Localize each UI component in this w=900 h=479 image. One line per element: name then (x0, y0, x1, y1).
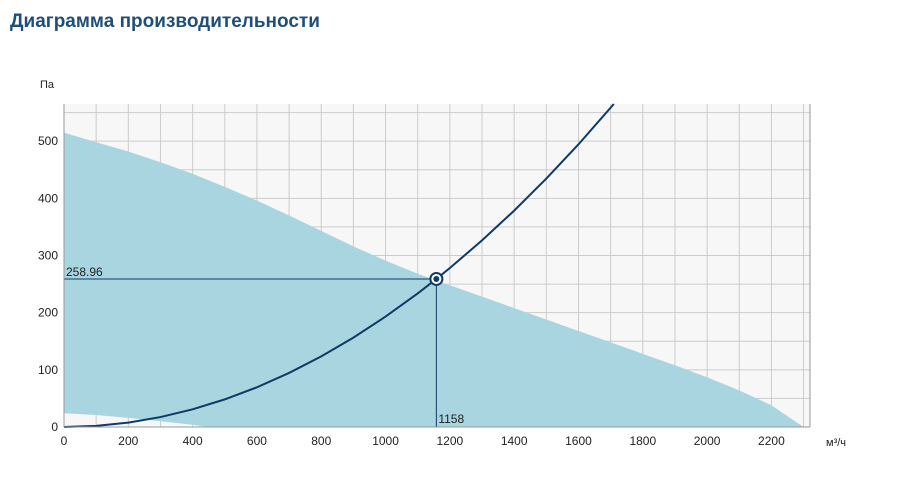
x-tick-label: 800 (311, 434, 331, 448)
operating-point-airflow-label: 1158 (438, 412, 464, 426)
x-tick-label: 1600 (565, 434, 592, 448)
tick-labels: 0 200 400 600 800 1000 1200 1400 1600 1800 2000 220… (38, 134, 785, 448)
operating-point-marker (429, 271, 444, 286)
x-tick-label: 1200 (437, 434, 464, 448)
y-axis-unit: Па (40, 79, 55, 91)
operating-point-dot (433, 275, 440, 282)
system-curve (63, 103, 615, 428)
operating-point-guides (64, 278, 437, 427)
y-tick-label: 500 (38, 134, 58, 148)
axes (63, 104, 811, 428)
y-tick-label: 400 (38, 191, 58, 205)
y-tick-label: 200 (38, 306, 58, 320)
page-title: Диаграмма производительности (10, 11, 320, 32)
operating-point-pressure-label: 258.96 (66, 265, 103, 279)
x-tick-label: 1000 (372, 434, 399, 448)
x-tick-label: 0 (61, 434, 68, 448)
x-tick-label: 1800 (629, 434, 656, 448)
x-tick-label: 600 (247, 434, 267, 448)
x-tick-label: 400 (183, 434, 203, 448)
x-tick-label: 1400 (501, 434, 528, 448)
y-tick-label: 300 (38, 248, 58, 262)
x-tick-label: 2200 (758, 434, 785, 448)
y-tick-label: 0 (51, 420, 58, 434)
y-tick-label: 100 (38, 363, 58, 377)
x-tick-label: 2000 (694, 434, 721, 448)
x-tick-label: 200 (118, 434, 138, 448)
x-axis-unit: м³/ч (826, 437, 846, 449)
